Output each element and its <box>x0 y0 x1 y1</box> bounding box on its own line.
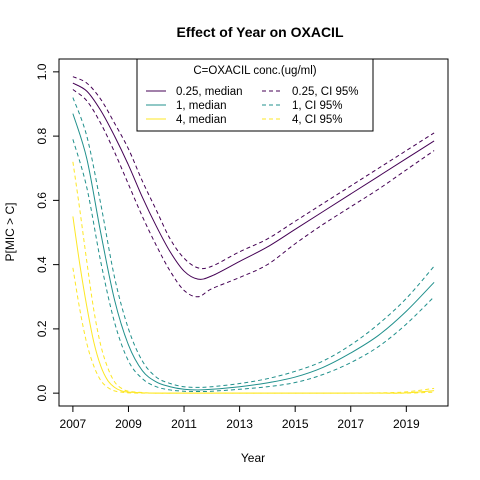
y-tick-label: 1.0 <box>35 63 49 80</box>
x-tick-label: 2017 <box>337 417 364 431</box>
legend-entry-label: 4, CI 95% <box>292 114 343 126</box>
legend-entry-label: 1, median <box>176 100 227 112</box>
y-tick-label: 0.2 <box>35 320 49 337</box>
x-tick-label: 2007 <box>60 417 87 431</box>
series-layer <box>72 76 435 394</box>
legend-box <box>136 58 374 132</box>
series-line-5 <box>72 139 435 393</box>
series-line-7 <box>72 161 435 394</box>
x-axis-label: Year <box>241 451 265 465</box>
legend-entries: 0.25, median 0.25, CI 95% 1, median 1, CI 9… <box>146 86 358 126</box>
legend-title: C=OXACIL conc.(ug/ml) <box>193 65 316 77</box>
chart-title: Effect of Year on OXACIL <box>177 24 344 40</box>
legend-entry-label: 4, median <box>176 114 227 126</box>
series-line-1 <box>72 76 435 270</box>
x-axis: 2007 2009 2011 2013 2015 2017 2019 <box>60 405 420 431</box>
y-axis-label: P[MIC > C] <box>3 202 17 261</box>
x-tick-label: 2009 <box>115 417 142 431</box>
series-line-2 <box>72 89 435 298</box>
x-tick-label: 2013 <box>226 417 253 431</box>
legend-entry-label: 1, CI 95% <box>292 100 343 112</box>
series-line-0 <box>72 82 435 280</box>
x-tick-label: 2015 <box>282 417 309 431</box>
series-line-4 <box>72 97 435 388</box>
series-line-3 <box>72 113 435 391</box>
legend-entry-label: 0.25, CI 95% <box>292 86 358 98</box>
x-tick-label: 2011 <box>171 417 197 431</box>
x-tick-label: 2019 <box>393 417 420 431</box>
y-axis: 0.0 0.2 0.4 0.6 0.8 1.0 <box>35 63 60 401</box>
series-line-8 <box>72 267 435 394</box>
legend-entry-label: 0.25, median <box>176 86 243 98</box>
legend: C=OXACIL conc.(ug/ml) 0.25, median 0.25, … <box>136 58 374 132</box>
series-line-6 <box>72 216 435 394</box>
y-tick-label: 0.0 <box>35 384 49 401</box>
y-tick-label: 0.4 <box>35 256 49 273</box>
y-tick-label: 0.8 <box>35 127 49 144</box>
y-tick-label: 0.6 <box>35 192 49 209</box>
